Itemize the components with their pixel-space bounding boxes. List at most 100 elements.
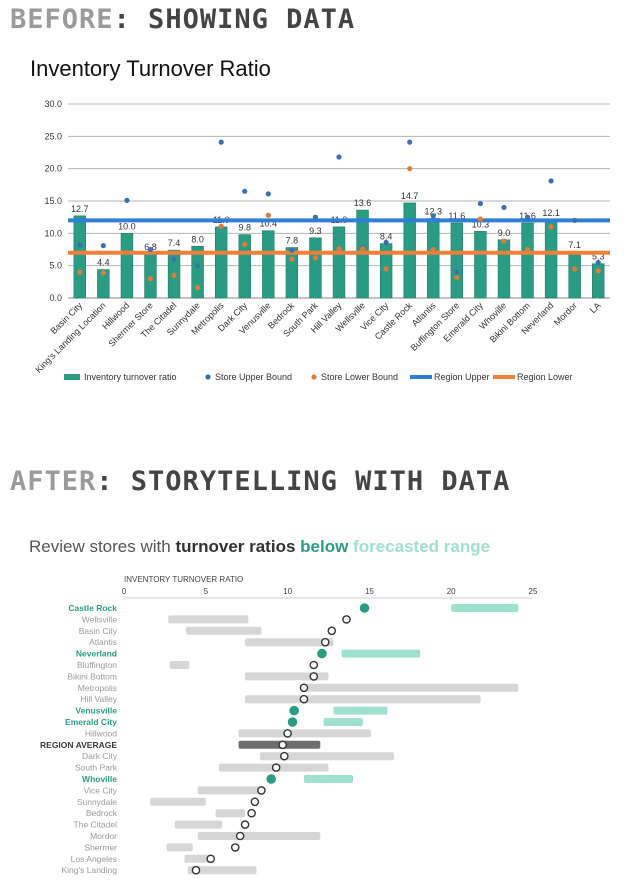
lower-bound-point (454, 274, 460, 280)
lower-bound-point (477, 216, 483, 222)
upper-bound-point (171, 256, 177, 262)
before-banner-rest: : Showing Data (113, 4, 356, 35)
value-dot (309, 672, 319, 681)
bar (474, 231, 487, 299)
value-dot (283, 729, 292, 738)
range-bar (166, 843, 193, 852)
chart-title: Review stores with turnover ratios below… (29, 537, 490, 556)
range-bar (168, 615, 249, 624)
value-dot (240, 820, 250, 829)
value-dot (287, 717, 298, 727)
upper-bound-point (289, 247, 295, 253)
row-label: Sunnydale (77, 797, 117, 807)
row-label: Mordor (90, 831, 117, 841)
row-label: Whoville (82, 774, 117, 784)
row-label: Metropolis (78, 683, 117, 693)
upper-bound-point (572, 217, 578, 223)
after-banner-lead: After (10, 466, 97, 497)
upper-bound-point (218, 139, 224, 145)
lower-bound-point (407, 166, 413, 172)
legend-label: Store Upper Bound (215, 372, 292, 382)
row-label: Dark City (82, 751, 118, 761)
row-label: Hill Valley (80, 694, 117, 704)
range-bar (245, 638, 334, 647)
legend-label: Region Upper (434, 372, 490, 382)
bar-data-label: 12.1 (542, 208, 560, 218)
x-tick-label: 20 (447, 587, 456, 596)
title-segment: turnover ratios (175, 537, 300, 556)
title-segment: Review stores with (29, 537, 175, 556)
bar (521, 222, 534, 299)
bar (238, 234, 251, 299)
lower-bound-point (595, 268, 601, 274)
row-label: Castle Rock (68, 603, 117, 613)
value-dot (309, 660, 319, 670)
range-bar (187, 866, 257, 875)
bar-data-label: 8.0 (191, 234, 204, 244)
chart-title: Inventory Turnover Ratio (30, 56, 271, 81)
row-label: Vice City (84, 785, 118, 795)
row-label: Bikini Bottom (67, 671, 117, 681)
x-tick-label: 5 (204, 587, 209, 596)
title-segment: below (300, 537, 353, 556)
row-label: REGION AVERAGE (40, 740, 117, 750)
legend-label: Store Lower Bound (321, 372, 398, 382)
upper-bound-point (124, 197, 130, 203)
lower-bound-point (218, 223, 224, 229)
lower-bound-point (501, 238, 507, 244)
bar-data-label: 7.1 (568, 240, 581, 250)
range-bar (186, 626, 262, 635)
upper-bound-point (265, 191, 271, 197)
x-tick-label: 10 (283, 587, 292, 596)
x-tick-label: 15 (365, 587, 374, 596)
value-dot (278, 740, 287, 750)
bar-data-label: 7.8 (286, 236, 299, 246)
lower-bound-point (265, 212, 271, 218)
title-segment: forecasted range (353, 537, 490, 556)
legend-label: Region Lower (517, 372, 573, 382)
bar (403, 202, 416, 299)
value-dot (320, 637, 330, 647)
bar-data-label: 12.7 (71, 204, 89, 214)
legend-label: Inventory turnover ratio (84, 372, 177, 382)
value-dot (317, 648, 327, 659)
after-banner: After: Storytelling with Data (10, 466, 510, 497)
range-bar (341, 649, 421, 658)
value-dot (266, 774, 277, 784)
upper-bound-point (430, 213, 436, 219)
upper-bound-point (242, 188, 248, 194)
upper-bound-point (195, 263, 201, 269)
range-bar (333, 706, 388, 715)
value-dot (191, 865, 201, 875)
bar (120, 233, 134, 299)
bar-data-label: 9.8 (238, 223, 251, 233)
upper-bound-point (336, 154, 342, 160)
row-label: Los Angeles (71, 854, 117, 864)
lower-bound-point (548, 224, 554, 230)
bar-data-label: 13.6 (354, 198, 372, 208)
x-tick-label: 25 (529, 587, 538, 596)
lower-bound-point (359, 246, 366, 252)
bar-data-label: 14.7 (401, 191, 419, 201)
bar (450, 222, 464, 299)
range-bar (238, 729, 372, 738)
bar-data-label: 12.3 (424, 206, 442, 216)
bar-data-label: 4.4 (97, 258, 110, 268)
value-dot (206, 854, 216, 864)
bar-data-label: 7.4 (168, 238, 181, 248)
lower-bound-point (524, 246, 531, 253)
legend-swatch (64, 374, 80, 380)
range-bar (303, 775, 354, 783)
bar-data-label: 10.0 (118, 221, 136, 231)
row-label: Emerald City (65, 717, 117, 727)
bar-data-label: 9.0 (498, 228, 511, 238)
value-dot (342, 615, 351, 624)
lower-bound-point (171, 272, 177, 278)
range-bar (197, 832, 321, 840)
range-bar (451, 604, 519, 612)
upper-bound-point (77, 242, 83, 248)
upper-bound-point (501, 204, 507, 211)
value-dot (235, 831, 245, 841)
upper-bound-point (100, 243, 106, 249)
